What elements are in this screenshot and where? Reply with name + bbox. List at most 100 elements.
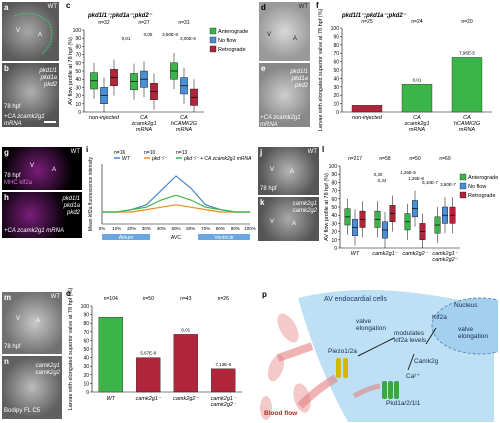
chart-l-ytick-label: 30 (331, 221, 337, 227)
chart-o-ytick-label: 0 (86, 390, 89, 396)
piezo-label: Piezo1/2a (328, 348, 357, 355)
chart-c-ytick-label: 90 (75, 36, 81, 42)
chart-l-n: n=58 (379, 156, 390, 162)
chart-i-xtick: 50% (171, 226, 180, 231)
chart-o-bar (98, 317, 123, 393)
panel-letter-d: d (261, 3, 266, 12)
wt-tag-d: WT (298, 4, 308, 10)
panel-letter-a: a (4, 3, 9, 12)
chart-i-n: n=10 (144, 150, 155, 156)
chart-l-n: n=217 (348, 156, 362, 162)
legend-label: Anterograde (468, 175, 498, 181)
chart-l: l 0 10 20 30 40 50 60 70 80 90 100 AV flow profile a… (322, 145, 498, 263)
chart-f-ytick-label: 20 (333, 93, 339, 99)
micrograph-d: d WT V A (259, 2, 310, 61)
panel-letter-m: m (4, 293, 12, 302)
chart-c-ytick-label: 20 (75, 94, 81, 100)
chart-o-ytick-label: 70 (83, 330, 89, 336)
panel-letter-k: k (260, 198, 265, 207)
chart-f-bar (451, 57, 483, 113)
chart-i-xtick: 90% (231, 226, 240, 231)
chart-f-bar (401, 84, 433, 113)
chart-l-ytick-label: 40 (331, 213, 337, 219)
chart-i-xtick: 70% (201, 226, 210, 231)
legend-label: Retrograde (218, 47, 246, 53)
chart-l-n: n=69 (439, 156, 450, 162)
chart-o-bar (211, 368, 236, 393)
chart-f-xcat: zcamk2g1 (403, 121, 429, 127)
a-label-j: A (290, 169, 295, 175)
legend-label: No flow (468, 184, 486, 190)
chart-i-region-ventricle: Ventricle (214, 235, 233, 241)
panel-letter-h: h (4, 193, 9, 202)
panel-letter-j: j (260, 148, 263, 157)
chart-o-pval: 5,67E-8 (140, 351, 156, 356)
chart-f-ytick-label: 50 (333, 68, 339, 74)
chart-i-xtick: 100% (244, 226, 256, 231)
chart-f: f pkd1l1⁻;pkd1a⁻;pkd2⁻ 0 10 20 30 40 50 60 70 80 90… (316, 1, 492, 133)
micrograph-g: g WT V A 78 hpf MHC klf2a (2, 147, 82, 190)
chart-l-ytick-label: 50 (331, 205, 337, 211)
chart-o-n: n=104 (104, 296, 118, 302)
chart-l-ytick-label: 80 (331, 180, 337, 186)
chart-l-pval: 3,60E-7 (440, 182, 456, 187)
chart-f-xcat: non-injected (352, 115, 383, 121)
chart-f-xcat: hCAMK2G (454, 121, 481, 127)
chart-f-xcat: CA (413, 115, 421, 121)
v-label-d: V (267, 32, 272, 38)
chart-i-n: n=16 (114, 150, 125, 156)
chart-i-xtick: 0% (99, 226, 106, 231)
chart-c-ytick-label: 80 (75, 44, 81, 50)
blood-flow-label: Blood flow (264, 410, 298, 417)
genotype-k-2: camk2g2 (292, 208, 317, 214)
camk2g-label: Camk2g (414, 358, 439, 365)
mrna-h: +CA zcamk2g1 mRNA (4, 228, 64, 234)
chart-c-xcat: CA (140, 115, 148, 121)
chart-f-ytick-label: 80 (333, 43, 339, 49)
chart-i-line (102, 175, 250, 213)
chart-f-pval: 0,01 (413, 77, 422, 82)
chart-c-xcat: non-injected (89, 115, 120, 121)
chart-i-line (102, 204, 250, 213)
chart-l-pval: 5,10E-7 (422, 180, 438, 185)
chart-o-xcat: camk2g1⁻ (211, 396, 237, 402)
chart-o-ytick-label: 80 (83, 321, 89, 327)
chart-c-ylabel: AV flow profile at 78 hpf (%) (68, 37, 74, 105)
micrograph-a: a WT V A (2, 2, 59, 61)
chart-c: c pkd1l1⁻;pkd1a⁻;pkd2⁻ 0 10 20 30 40 50 60 70 80 90… (66, 1, 248, 133)
chart-f-ytick-label: 10 (333, 102, 339, 108)
chart-o-ytick-label: 50 (83, 347, 89, 353)
chart-c-pval: 0,01 (122, 36, 131, 41)
chart-f-ytick-label: 0 (336, 110, 339, 116)
chart-o-n: n=50 (143, 296, 154, 302)
v-label-k: V (270, 219, 275, 225)
chart-l-ytick-label: 100 (329, 164, 338, 170)
legend-swatch (209, 36, 217, 44)
legend-swatch (209, 27, 217, 35)
time-m: 78 hpf (4, 344, 21, 350)
genotype-h-1: pkd1l1 (62, 196, 80, 202)
chart-c-pval: 3,50E-9 (162, 32, 178, 37)
panel-letter-c: c (66, 1, 71, 10)
a-label-k: A (292, 221, 297, 227)
wt-tag-m: WT (50, 294, 60, 300)
chart-i-ylabel: Mean klf2a fluorescence intensity (88, 157, 94, 231)
chart-l-pval: 1,26E-8 (408, 176, 424, 181)
micrograph-j: j WT V A 78 hpf (258, 147, 319, 195)
chart-l-xcat: camk2g1⁻ (372, 251, 398, 257)
v-label-g: V (30, 163, 35, 169)
panel-letter-o: o (66, 289, 71, 298)
genotype-n-2: camk2g2 (35, 370, 60, 376)
chart-c-xcat: CA (180, 115, 188, 121)
chart-l-ytick-label: 20 (331, 230, 337, 236)
chart-l-pval: 0,30 (374, 172, 383, 177)
chart-o-xcat: camk2g2⁻ (211, 402, 237, 408)
chart-l-ylabel: AV flow profile at 78 hpf (%) (324, 173, 330, 241)
chart-f-pval: 7,96E-5 (459, 50, 475, 55)
chart-o: o 0 10 20 30 40 50 60 70 80 90 100 Larvae with elong… (66, 288, 242, 410)
genotype-b-3: pkd2 (43, 82, 57, 88)
chart-i-region-atrium: Atrium (119, 235, 133, 241)
chart-c-ytick-label: 40 (75, 77, 81, 83)
genotype-h-2: pkd1a (63, 203, 80, 209)
chart-i-xtick: 80% (216, 226, 225, 231)
